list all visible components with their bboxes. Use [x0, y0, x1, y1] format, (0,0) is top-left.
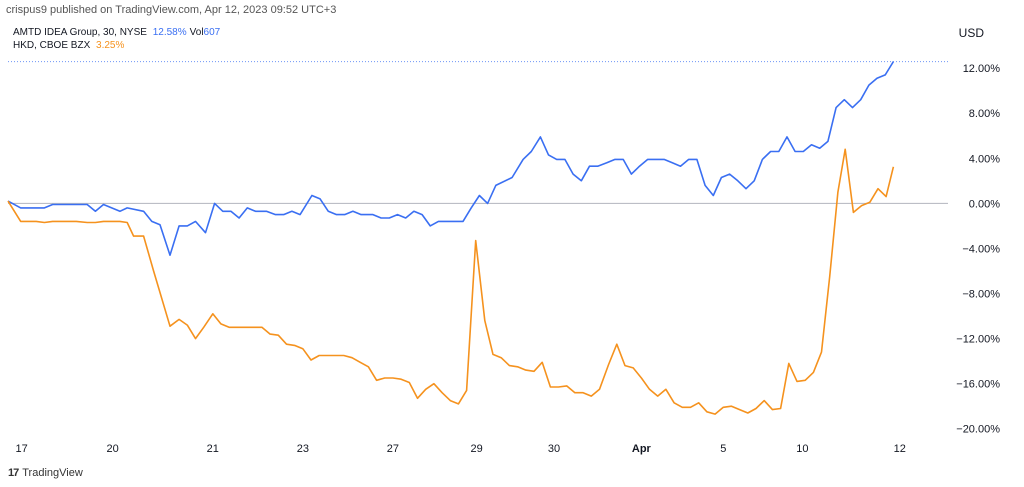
x-tick-label: 21: [207, 443, 219, 455]
legend-series-1-name: AMTD IDEA Group, 30, NYSE: [13, 27, 147, 38]
legend-series-2-value: 3.25%: [96, 40, 125, 51]
series-line-1[interactable]: [7, 61, 895, 256]
legend-vol-value: 607: [203, 27, 221, 38]
y-tick-label: −20.00%: [956, 424, 1000, 436]
y-tick-label: 8.00%: [969, 108, 1000, 120]
y-tick-label: 0.00%: [969, 198, 1000, 210]
y-tick-label: 4.00%: [969, 153, 1000, 165]
x-tick-label: 10: [796, 443, 808, 455]
y-axis: 12.00% 8.00% 4.00% 0.00% −4.00% −8.00% −12.00%…: [956, 63, 1000, 436]
legend-series-2-name: HKD, CBOE BZX: [13, 40, 91, 51]
legend-vol-label: Vol: [189, 27, 204, 38]
y-tick-label: −4.00%: [962, 243, 1000, 255]
legend-series-1-value: 12.58%: [152, 27, 187, 38]
y-tick-label: 12.00%: [963, 63, 1001, 75]
y-tick-label: −8.00%: [962, 289, 1000, 301]
publisher-caption: crispus9 published on TradingView.com, A…: [6, 4, 337, 16]
tradingview-brand[interactable]: 17 TradingView: [8, 467, 83, 479]
x-tick-label: 12: [894, 443, 906, 455]
x-tick-label: 29: [471, 443, 483, 455]
x-tick-label: 27: [387, 443, 399, 455]
y-tick-label: −12.00%: [956, 334, 1000, 346]
currency-label[interactable]: USD: [958, 26, 984, 40]
tradingview-logo-icon: 17: [8, 467, 19, 479]
series-layer: [7, 61, 895, 415]
legend: AMTD IDEA Group, 30, NYSE 12.58% Vol607 H…: [13, 26, 223, 52]
series-line-2[interactable]: [7, 148, 895, 415]
x-tick-label: 30: [548, 443, 560, 455]
x-tick-label: Apr: [632, 443, 652, 455]
legend-series-1[interactable]: AMTD IDEA Group, 30, NYSE 12.58% Vol607: [13, 26, 223, 39]
x-axis: 17 20 21 23 27 29 30 Apr 5 10 12: [16, 443, 906, 455]
x-tick-label: 20: [107, 443, 119, 455]
grid-layer: [8, 61, 948, 204]
legend-series-2[interactable]: HKD, CBOE BZX 3.25%: [13, 39, 223, 52]
y-tick-label: −16.00%: [956, 379, 1000, 391]
brand-label: TradingView: [22, 467, 83, 479]
x-tick-label: 17: [16, 443, 28, 455]
x-tick-label: 5: [720, 443, 726, 455]
x-tick-label: 23: [297, 443, 309, 455]
